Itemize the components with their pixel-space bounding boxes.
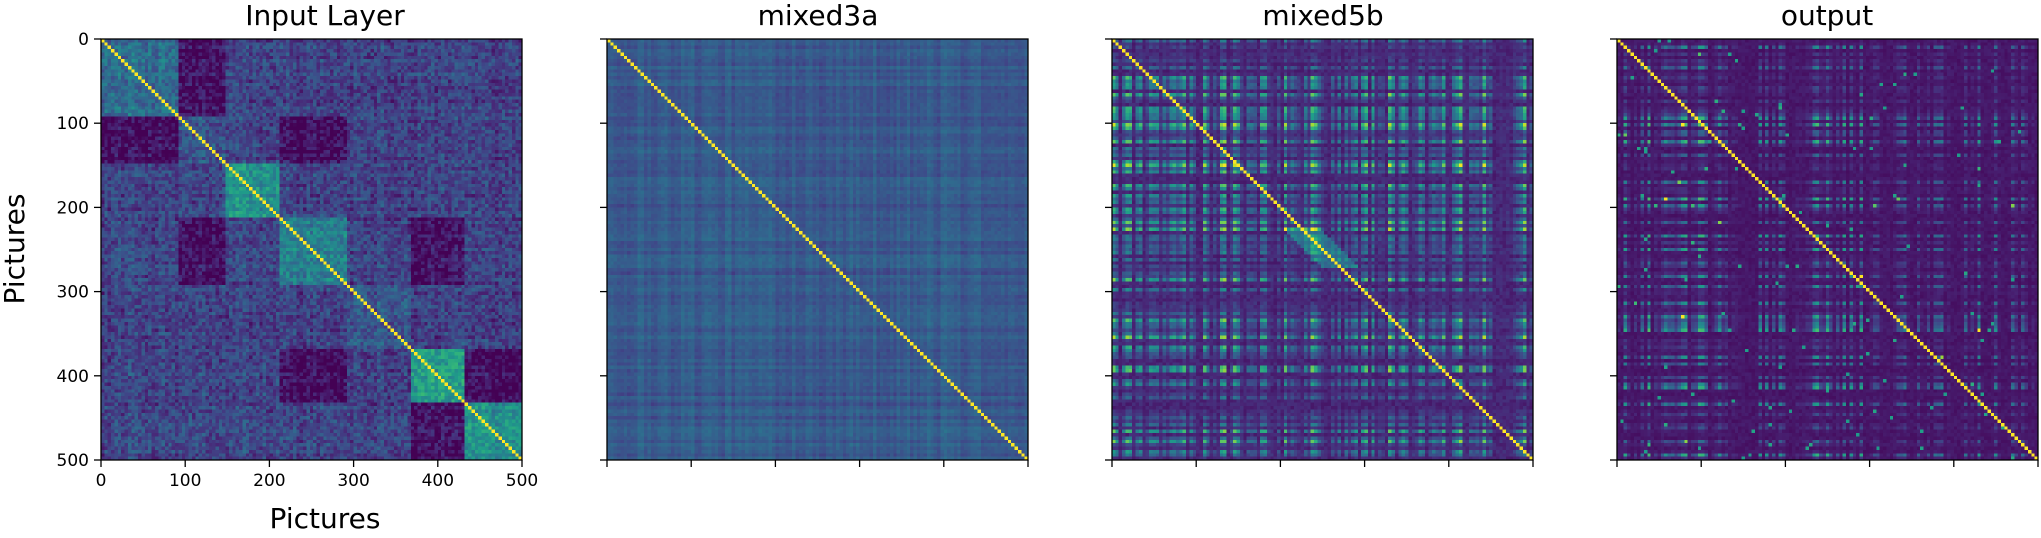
tick-marks <box>1105 38 1534 467</box>
y-tick-label: 200 <box>57 198 89 218</box>
panel-mixed5b: mixed5b <box>1105 0 1534 467</box>
x-tick-label: 200 <box>253 471 285 491</box>
heatmap-cells <box>101 39 522 460</box>
heatmap-cells <box>1112 39 1533 460</box>
plot-frame <box>100 38 523 461</box>
x-tick-label: 500 <box>506 471 538 491</box>
x-tick-label: 300 <box>337 471 369 491</box>
panel-input-layer: Input Layer 0 100 200 300 400 500 0 100 … <box>0 0 538 535</box>
x-tick-label: 0 <box>96 471 107 491</box>
y-tick-label: 400 <box>57 367 89 387</box>
plot-frame <box>606 38 1029 461</box>
panel-title: output <box>1781 0 1873 32</box>
tick-marks <box>1610 38 2039 467</box>
y-tick-label: 500 <box>57 451 89 471</box>
panel-output: output <box>1610 0 2039 467</box>
panel-title: mixed5b <box>1262 0 1383 32</box>
plot-frame <box>1111 38 1534 461</box>
y-tick-label: 100 <box>57 114 89 134</box>
tick-marks <box>600 38 1029 467</box>
y-axis-label: Pictures <box>0 194 31 305</box>
heatmap-image <box>607 39 1028 460</box>
y-tick-label: 0 <box>78 30 89 50</box>
heatmap-cells <box>1617 39 2038 460</box>
x-axis-label: Pictures <box>270 502 381 535</box>
tick-marks <box>94 38 523 467</box>
plot-frame <box>1616 38 2039 461</box>
panel-mixed3a: mixed3a <box>600 0 1029 467</box>
heatmap-cells <box>607 39 1028 460</box>
x-tick-label: 400 <box>422 471 454 491</box>
x-tick-label: 100 <box>169 471 201 491</box>
heatmap-image <box>1617 39 2038 460</box>
panel-title: Input Layer <box>245 0 405 32</box>
heatmap-image <box>1112 39 1533 460</box>
panel-title: mixed3a <box>758 0 879 32</box>
y-tick-label: 300 <box>57 283 89 303</box>
heatmap-image <box>101 39 522 460</box>
